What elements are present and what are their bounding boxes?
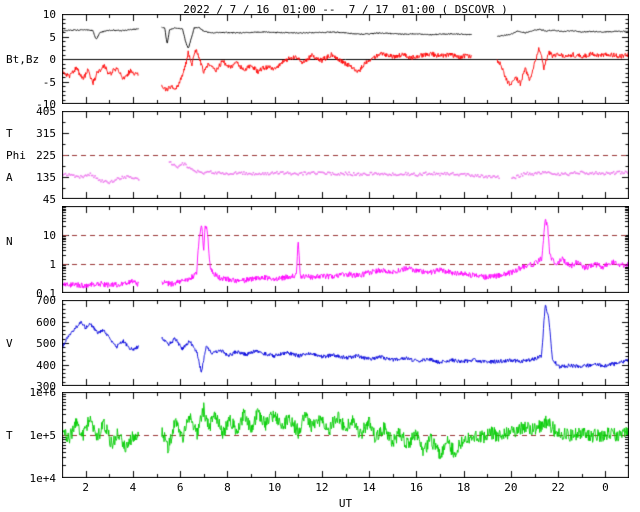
y-tick-label: 1e+5	[29, 429, 57, 442]
phi-angle-panel-canvas	[62, 111, 629, 199]
plot-title: 2022 / 7 / 16 01:00 -- 7 / 17 01:00 ( DS…	[183, 3, 508, 16]
panel-axis-label: Bt,Bz	[6, 53, 40, 66]
y-tick-label: 315	[36, 127, 56, 140]
y-tick-label: 135	[36, 171, 56, 184]
panel-axis-label: Phi	[6, 149, 26, 162]
x-tick-label: 18	[457, 481, 471, 494]
y-tick-label: 0	[49, 53, 56, 66]
y-tick-label: 0.1	[36, 287, 56, 300]
x-tick-label: 0	[602, 481, 609, 494]
speed-panel-canvas	[62, 300, 629, 386]
panel-axis-label: A	[6, 171, 13, 184]
y-tick-label: 300	[36, 380, 56, 393]
x-tick-label: 16	[409, 481, 423, 494]
y-tick-label: 225	[36, 149, 56, 162]
panel-axis-label: N	[6, 234, 13, 248]
x-tick-label: 20	[504, 481, 518, 494]
x-tick-label: 22	[551, 481, 565, 494]
y-tick-label: 10	[42, 229, 56, 242]
x-tick-label: 8	[224, 481, 231, 494]
y-tick-label: 405	[36, 105, 56, 118]
y-tick-label: 1	[49, 258, 56, 271]
y-tick-label: -5	[42, 75, 56, 89]
x-tick-label: 12	[315, 481, 329, 494]
y-tick-label: 600	[36, 315, 56, 329]
panel-axis-label: V	[6, 337, 13, 350]
y-tick-label: 500	[36, 337, 56, 350]
panel-axis-label: T	[6, 429, 13, 442]
y-tick-label: 1e+6	[29, 386, 57, 399]
y-tick-label: 400	[36, 358, 56, 372]
y-tick-label: 5	[49, 30, 56, 44]
x-tick-label: 2	[82, 481, 89, 494]
x-tick-label: 10	[268, 481, 282, 494]
y-tick-label: -10	[36, 98, 56, 111]
x-tick-label: 14	[362, 481, 376, 494]
temperature-panel-canvas	[62, 392, 629, 478]
panel-axis-label: T	[6, 127, 13, 140]
x-tick-label: 4	[129, 481, 137, 494]
y-tick-label: 700	[36, 294, 56, 307]
y-tick-label: 10	[42, 8, 56, 21]
x-tick-label: 6	[176, 481, 184, 494]
density-panel-canvas	[62, 206, 629, 293]
y-tick-label: 45	[42, 193, 56, 206]
y-tick-label: 1e+4	[29, 472, 57, 485]
magnetic-field-panel-canvas	[62, 14, 629, 104]
x-axis-label: UT	[338, 497, 353, 510]
